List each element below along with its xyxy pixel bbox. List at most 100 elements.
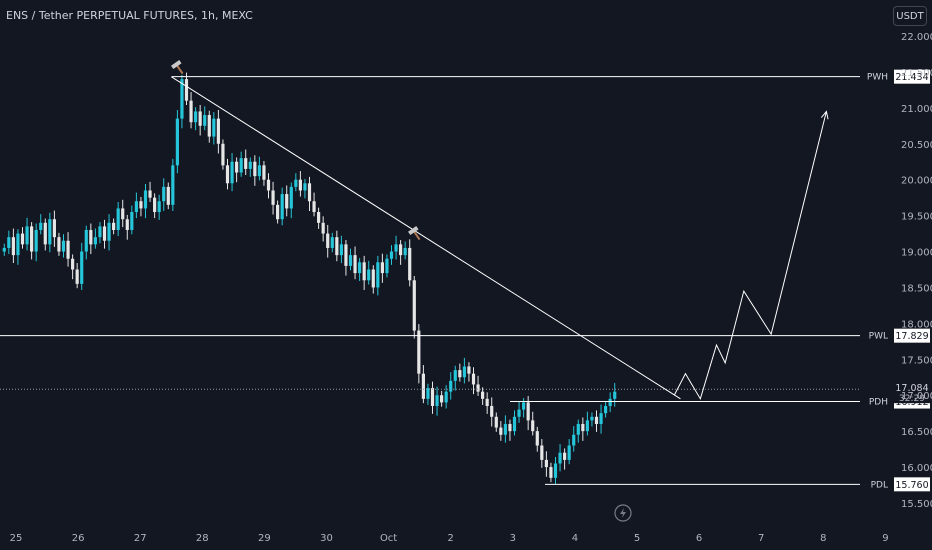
hammer-handle <box>413 230 421 241</box>
candle-body <box>471 373 476 385</box>
hammer-head <box>408 226 419 236</box>
candle-body <box>34 229 38 252</box>
candle-body <box>48 219 52 245</box>
lightning-bolt <box>620 508 626 518</box>
price-tick-label: 16.500 <box>901 427 932 438</box>
candle-body <box>494 416 498 428</box>
candle-body <box>271 190 275 205</box>
candle-body <box>198 111 202 126</box>
candle-body <box>98 226 102 238</box>
candle-body <box>572 434 576 446</box>
candle-body <box>335 237 339 256</box>
candle-body <box>444 391 448 403</box>
level-price-label: 15.760 <box>895 480 928 491</box>
candle-body <box>221 143 225 166</box>
level-price-box <box>894 328 930 343</box>
time-tick-label: 6 <box>696 533 702 544</box>
candle-body <box>540 445 544 460</box>
candle-body <box>453 370 457 381</box>
candle-body <box>458 370 462 378</box>
candle-body <box>503 423 507 435</box>
drawings-layer <box>170 60 829 522</box>
price-tick-label: 21.000 <box>901 104 932 115</box>
price-axis[interactable]: 22.000 21.500 21.000 20.500 20.000 19.500 19.0… <box>901 32 932 510</box>
time-tick-label: 25 <box>10 533 23 544</box>
candle-body <box>581 423 585 432</box>
candle-body <box>2 247 6 252</box>
level-tag-pdl: PDL <box>871 480 888 490</box>
candle-body <box>30 226 34 252</box>
candle-body <box>189 100 193 123</box>
price-tick-label: 17.500 <box>901 355 932 366</box>
time-axis[interactable]: 25 26 27 28 29 30 Oct 2 3 4 5 6 7 8 9 <box>10 533 889 544</box>
candle-body <box>298 179 302 191</box>
candle-body <box>239 158 243 173</box>
price-tick-label: 16.000 <box>901 463 932 474</box>
price-tick-label: 19.000 <box>901 248 932 259</box>
candle-body <box>43 222 47 245</box>
candle-body <box>184 79 189 101</box>
candle-body <box>403 247 407 256</box>
candle-body <box>285 194 289 209</box>
price-tick-label: 19.500 <box>901 212 932 223</box>
candle-body <box>130 212 134 230</box>
candle-body <box>517 409 521 417</box>
time-tick-label: 5 <box>634 533 640 544</box>
price-tick-label: 18.500 <box>901 283 932 294</box>
candle-body <box>20 233 25 245</box>
projection-arrowhead <box>820 110 829 120</box>
candle-body <box>25 226 29 245</box>
price-tick-label: 17.000 <box>901 391 932 402</box>
candle-body <box>289 186 293 209</box>
time-tick-label: 2 <box>448 533 454 544</box>
time-tick-label: 4 <box>572 533 578 544</box>
candle-body <box>412 280 416 331</box>
hammer-handle <box>176 64 184 75</box>
candle-body <box>166 186 170 205</box>
candle-body <box>599 413 603 424</box>
candle-body <box>567 445 571 460</box>
time-tick-label: 26 <box>72 533 85 544</box>
candle-body <box>440 395 444 403</box>
candle-body <box>476 384 480 392</box>
candle-body <box>61 240 66 252</box>
time-tick-label: 8 <box>820 533 826 544</box>
candle-body <box>339 244 343 256</box>
candle-countdown: 32:29 <box>899 394 925 404</box>
candle-body <box>585 420 589 432</box>
candle-body <box>230 161 234 184</box>
time-tick-label: 9 <box>882 533 888 544</box>
candle-body <box>75 269 79 284</box>
candle-body <box>362 262 366 281</box>
candle-body <box>203 115 207 126</box>
candle-body <box>139 201 143 209</box>
currency-button[interactable]: USDT <box>893 6 927 26</box>
hammer-head <box>171 60 182 70</box>
candle-body <box>52 219 56 238</box>
candle-body <box>93 237 97 245</box>
candle-body <box>531 420 535 432</box>
candle-body <box>367 269 371 281</box>
candle-body <box>107 222 111 241</box>
candle-body <box>153 197 157 213</box>
candle-body <box>244 158 248 169</box>
candle-body <box>576 423 580 435</box>
candle-body <box>262 165 266 180</box>
candle-body <box>385 258 389 274</box>
candle-body <box>307 183 312 202</box>
candle-body <box>526 402 530 421</box>
last-price-label: 17.084 <box>895 383 928 394</box>
candle-body <box>207 115 211 137</box>
candle-body <box>485 398 489 407</box>
level-tag-pdh: PDH <box>869 398 888 408</box>
candle-body <box>57 237 61 252</box>
level-tag-pwh: PWH <box>867 73 888 83</box>
candle-body <box>157 201 161 213</box>
candle-body <box>522 402 526 410</box>
candle-body <box>257 165 261 177</box>
candle-body <box>553 463 558 478</box>
candle-body <box>481 391 485 399</box>
candle-body <box>235 161 239 173</box>
candle-body <box>171 165 175 205</box>
